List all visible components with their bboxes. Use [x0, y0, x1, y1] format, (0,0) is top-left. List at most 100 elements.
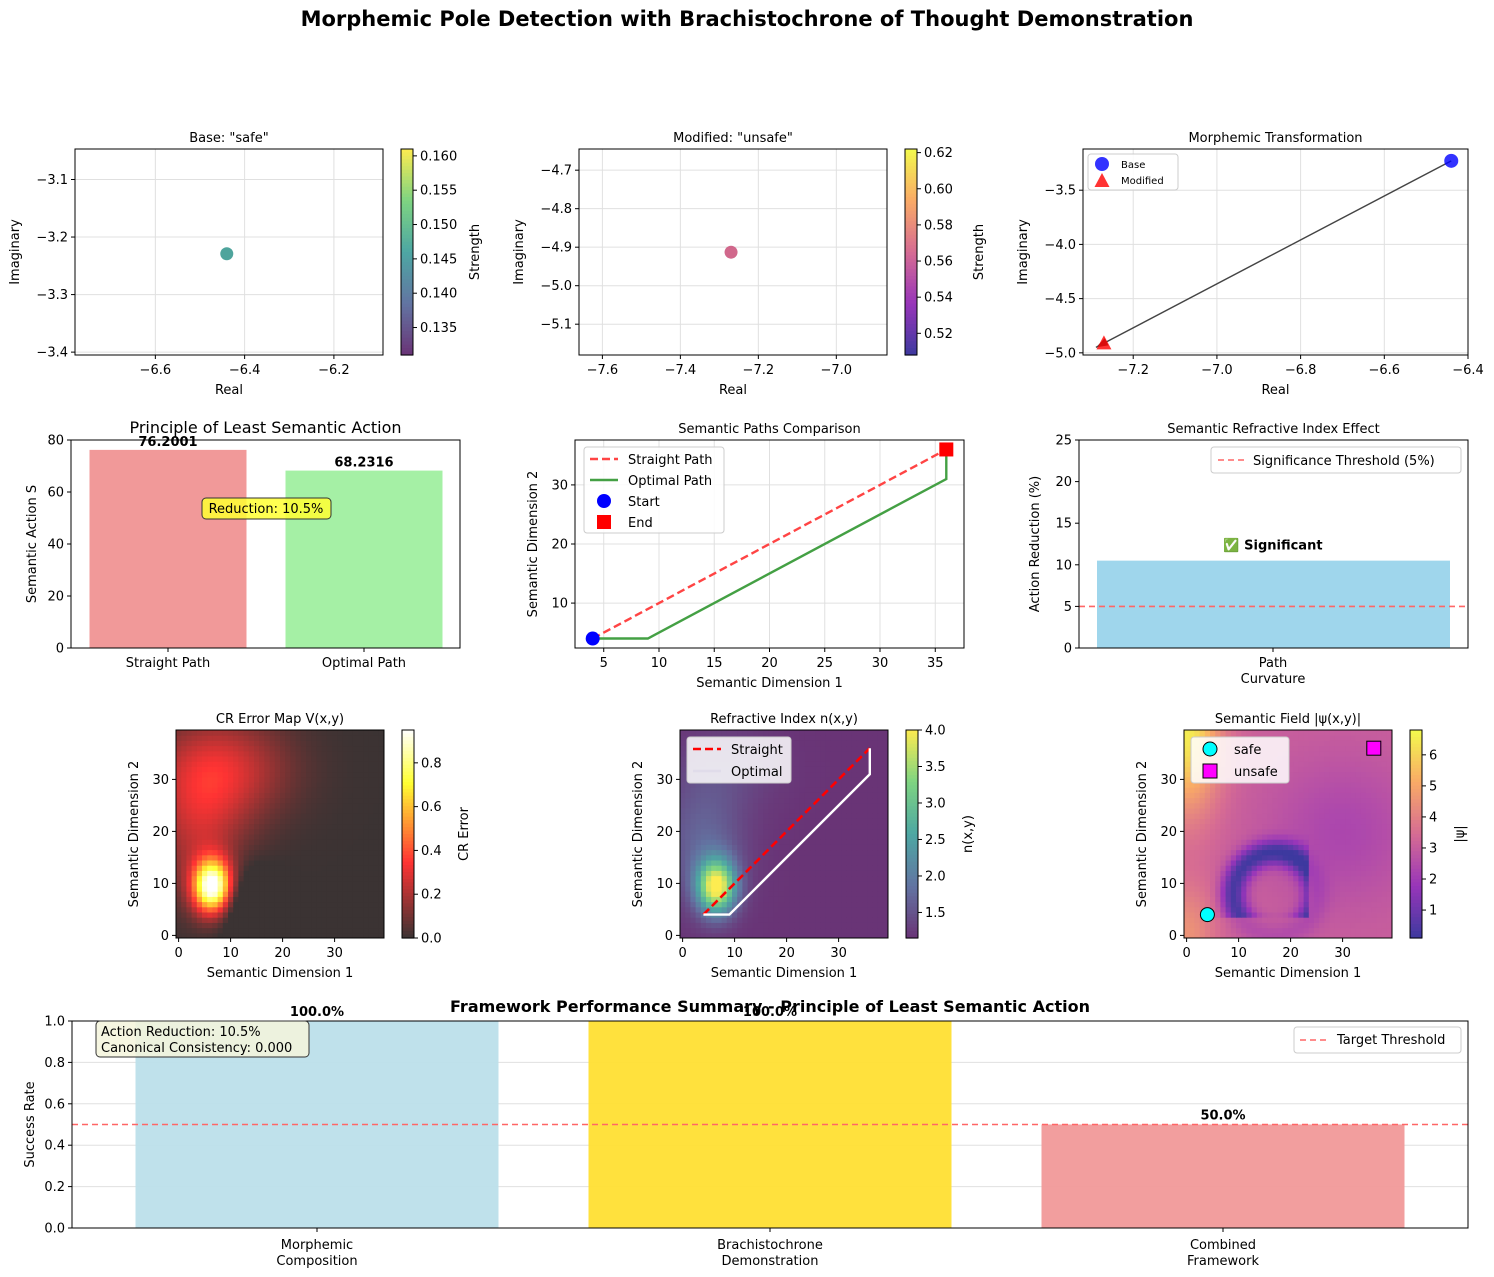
colorbar-cell [401, 149, 413, 154]
heatmap-cell [695, 901, 702, 908]
heatmap-cell [217, 875, 224, 882]
heatmap-cell [1355, 875, 1362, 882]
heatmap-cell [1272, 860, 1279, 866]
heatmap-cell [368, 766, 375, 773]
heatmap-cell [721, 787, 728, 793]
heatmap-cell [768, 891, 775, 897]
heatmap-cell [290, 761, 297, 767]
colorbar-cell [905, 231, 917, 236]
heatmap-cell [233, 896, 239, 903]
heatmap-cell [1210, 823, 1216, 830]
heatmap-cell [1251, 849, 1258, 856]
heatmap-cell [358, 927, 364, 934]
heatmap-cell [295, 782, 302, 788]
colorbar-cell [906, 931, 918, 936]
heatmap-cell [763, 854, 769, 861]
heatmap-cell [1308, 922, 1315, 929]
heatmap-cell [810, 880, 816, 887]
colorbar-cell [906, 816, 918, 821]
heatmap-cell [1194, 880, 1201, 887]
heatmap-cell [836, 886, 842, 892]
heatmap-cell [202, 756, 208, 762]
heatmap-cell [181, 886, 187, 892]
heatmap-cell [285, 761, 291, 767]
heatmap-cell [825, 854, 832, 861]
heatmap-cell [1334, 906, 1341, 913]
heatmap-cell [332, 896, 338, 903]
heatmap-cell [711, 834, 717, 840]
colorbar-cell [401, 310, 413, 315]
heatmap-cell [1272, 891, 1279, 897]
heatmap-cell [1272, 927, 1279, 934]
heatmap-cell [1184, 917, 1190, 923]
heatmap-cell [1376, 797, 1383, 804]
heatmap-cell [243, 870, 250, 877]
heatmap-cell [264, 917, 271, 923]
colorbar-cell [402, 730, 414, 735]
heatmap-cell [747, 844, 754, 851]
heatmap-cell [202, 771, 208, 778]
heatmap-cell [1199, 870, 1206, 877]
heatmap-cell [1288, 823, 1294, 830]
heatmap-cell [856, 797, 863, 804]
heatmap-cell [768, 912, 775, 918]
heatmap-cell [342, 787, 349, 793]
heatmap-cell [1360, 906, 1367, 913]
heatmap-cell [1189, 927, 1195, 934]
colorbar-cell [906, 934, 918, 939]
heatmap-cell [1360, 875, 1367, 882]
heatmap-cell [716, 808, 723, 814]
heatmap-cell [1303, 886, 1310, 892]
heatmap-cell [1215, 870, 1221, 877]
heatmap-cell [1334, 886, 1341, 892]
heatmap-cell [1303, 917, 1310, 923]
colorbar-tick-label: 0.56 [924, 255, 953, 270]
heatmap-cell [841, 932, 847, 939]
heatmap-cell [1324, 901, 1331, 908]
heatmap-cell [238, 834, 245, 840]
heatmap-cell [1246, 813, 1253, 819]
colorbar-cell [402, 934, 414, 939]
heatmap-cell [815, 782, 821, 788]
heatmap-cell [1189, 839, 1195, 845]
heatmap-cell [810, 761, 816, 767]
heatmap-cell [804, 818, 811, 825]
heatmap-cell [742, 844, 749, 851]
heatmap-cell [295, 802, 302, 809]
heatmap-cell [1288, 860, 1294, 866]
heatmap-cell [373, 823, 380, 830]
heatmap-cell [815, 802, 821, 809]
heatmap-cell [1319, 787, 1325, 793]
heatmap-cell [726, 906, 733, 913]
heatmap-cell [1319, 834, 1325, 840]
heatmap-cell [815, 813, 821, 819]
heatmap-cell [862, 818, 868, 825]
heatmap-cell [1282, 854, 1289, 861]
heatmap-cell [700, 880, 707, 887]
colorbar-cell [401, 334, 413, 339]
heatmap-cell [1329, 901, 1336, 908]
heatmap-cell [222, 818, 229, 825]
heatmap-cell [1371, 906, 1377, 913]
heatmap-cell [1324, 906, 1331, 913]
heatmap-cell [280, 756, 286, 762]
heatmap-cell [1267, 808, 1273, 814]
heatmap-cell [222, 782, 229, 788]
x-tick-label: −6.8 [1285, 363, 1317, 378]
heatmap-cell [846, 891, 853, 897]
heatmap-cell [763, 880, 769, 887]
heatmap-cell [1251, 787, 1258, 793]
heatmap-cell [228, 730, 234, 736]
heatmap-cell [316, 813, 323, 819]
colorbar-cell [401, 159, 413, 164]
heatmap-cell [378, 730, 385, 736]
heatmap-cell [1256, 922, 1263, 929]
heatmap-cell [217, 761, 224, 767]
heatmap-cell [186, 875, 193, 882]
heatmap-cell [706, 896, 712, 903]
heatmap-cell [1319, 776, 1325, 783]
heatmap-cell [882, 891, 889, 897]
heatmap-cell [212, 761, 219, 767]
heatmap-cell [228, 823, 234, 830]
heatmap-cell [248, 839, 255, 845]
